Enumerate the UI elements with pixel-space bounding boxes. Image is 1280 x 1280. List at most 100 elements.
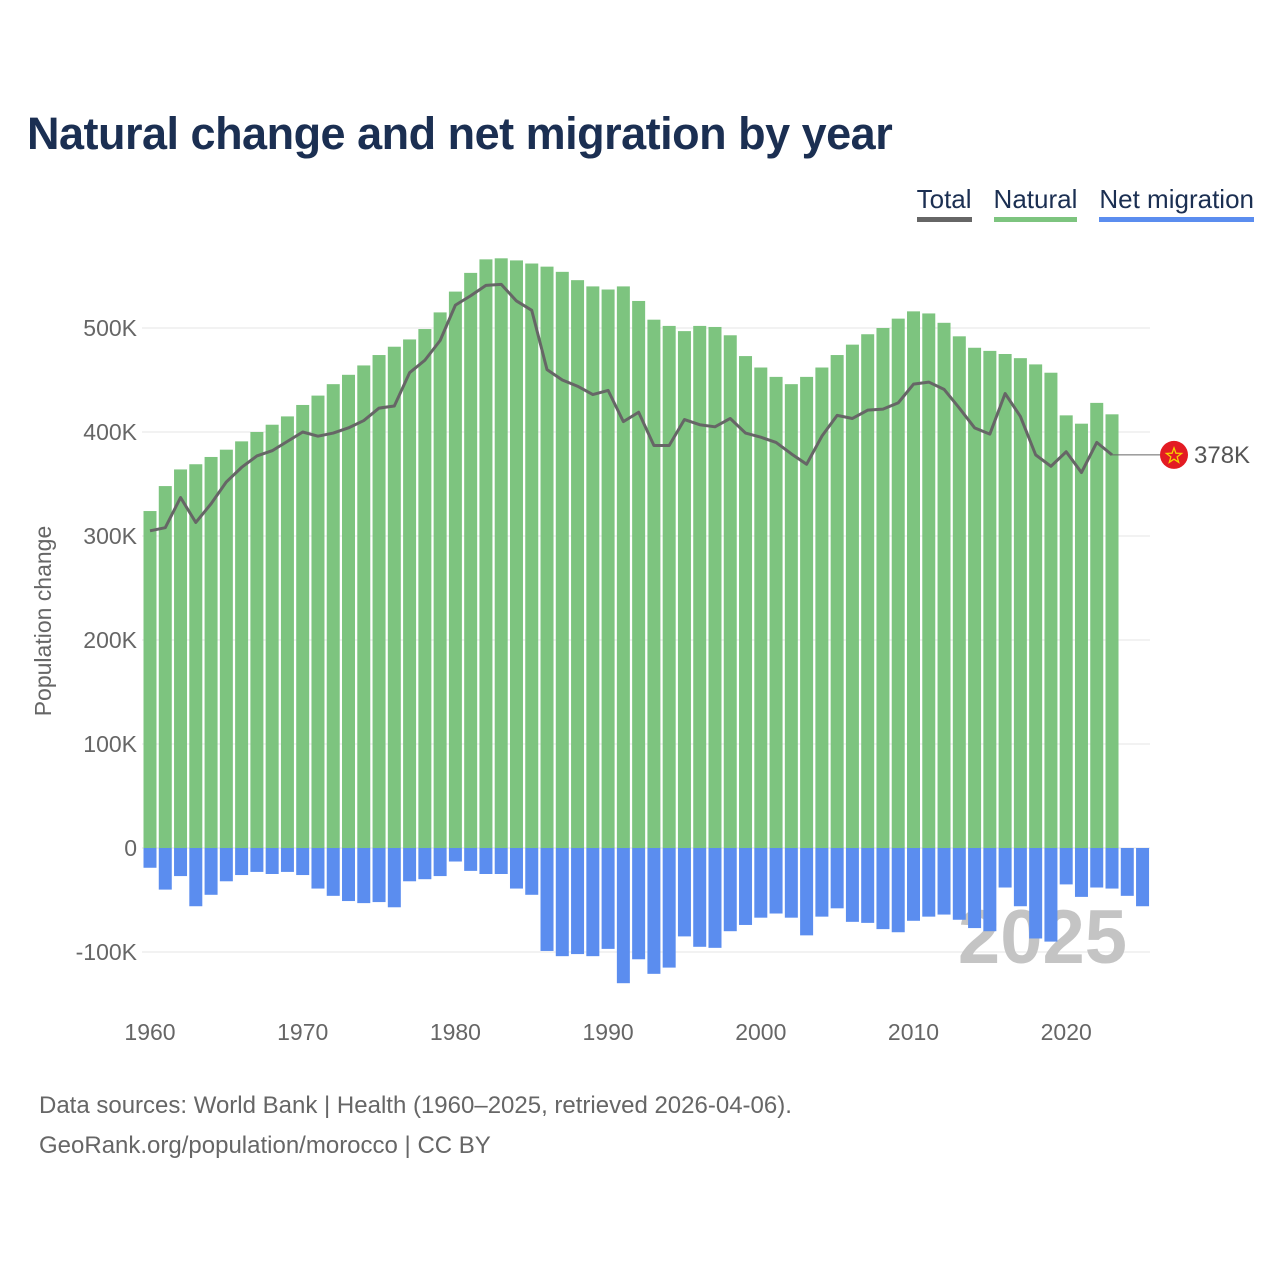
migration-bar[interactable]	[311, 848, 325, 889]
migration-bar[interactable]	[830, 848, 844, 909]
migration-bar[interactable]	[571, 848, 585, 955]
migration-bar[interactable]	[372, 848, 386, 903]
natural-bar[interactable]	[311, 395, 325, 848]
legend-natural[interactable]: Natural	[993, 184, 1078, 222]
natural-bar[interactable]	[509, 260, 523, 848]
migration-bar[interactable]	[693, 848, 707, 947]
migration-bar[interactable]	[647, 848, 661, 974]
migration-bar[interactable]	[494, 848, 508, 874]
migration-bar[interactable]	[479, 848, 493, 874]
natural-bar[interactable]	[403, 339, 417, 848]
natural-bar[interactable]	[845, 344, 859, 848]
natural-bar[interactable]	[754, 367, 768, 848]
natural-bar[interactable]	[1029, 364, 1043, 848]
migration-bar[interactable]	[907, 848, 920, 921]
natural-bar[interactable]	[189, 464, 203, 848]
natural-bar[interactable]	[265, 424, 279, 848]
natural-bar[interactable]	[907, 311, 920, 848]
natural-bar[interactable]	[250, 432, 264, 848]
migration-bar[interactable]	[769, 848, 783, 914]
natural-bar[interactable]	[1090, 402, 1104, 848]
migration-bar[interactable]	[387, 848, 401, 908]
migration-bar[interactable]	[983, 848, 997, 932]
migration-bar[interactable]	[189, 848, 203, 907]
migration-bar[interactable]	[601, 848, 615, 949]
natural-bar[interactable]	[174, 469, 188, 848]
total-line[interactable]	[149, 282, 1113, 533]
natural-bar[interactable]	[769, 376, 783, 848]
migration-bar[interactable]	[540, 848, 554, 951]
footer-link[interactable]: GeoRank.org/population/morocco | CC BY	[39, 1132, 491, 1159]
natural-bar[interactable]	[448, 291, 462, 849]
migration-bar[interactable]	[922, 848, 936, 917]
migration-bar[interactable]	[219, 848, 233, 882]
migration-bar[interactable]	[937, 848, 951, 915]
natural-bar[interactable]	[464, 272, 478, 848]
migration-bar[interactable]	[784, 848, 798, 918]
migration-bar[interactable]	[754, 848, 768, 918]
legend-total[interactable]: Total	[916, 184, 972, 222]
natural-bar[interactable]	[632, 300, 646, 849]
natural-bar[interactable]	[693, 325, 707, 848]
migration-bar[interactable]	[448, 848, 462, 862]
migration-bar[interactable]	[632, 848, 646, 960]
migration-bar[interactable]	[1090, 848, 1104, 888]
legend-net-migration[interactable]: Net migration	[1099, 184, 1254, 222]
migration-bar[interactable]	[174, 848, 188, 877]
natural-bar[interactable]	[739, 356, 753, 848]
natural-bar[interactable]	[677, 331, 691, 848]
natural-bar[interactable]	[998, 354, 1012, 848]
migration-bar[interactable]	[296, 848, 310, 876]
migration-bar[interactable]	[509, 848, 523, 889]
migration-bar[interactable]	[525, 848, 539, 895]
migration-bar[interactable]	[158, 848, 172, 890]
natural-bar[interactable]	[647, 319, 661, 848]
migration-bar[interactable]	[662, 848, 676, 968]
migration-bar[interactable]	[1136, 848, 1150, 907]
natural-bar[interactable]	[342, 374, 356, 848]
migration-bar[interactable]	[433, 848, 447, 877]
migration-bar[interactable]	[357, 848, 371, 904]
migration-bar[interactable]	[280, 848, 294, 872]
natural-bar[interactable]	[372, 355, 386, 848]
migration-bar[interactable]	[555, 848, 569, 957]
natural-bar[interactable]	[861, 334, 875, 848]
natural-bar[interactable]	[662, 325, 676, 848]
migration-bar[interactable]	[1120, 848, 1134, 896]
migration-bar[interactable]	[998, 848, 1012, 888]
migration-bar[interactable]	[677, 848, 691, 937]
natural-bar[interactable]	[616, 286, 630, 848]
migration-bar[interactable]	[1105, 848, 1119, 889]
natural-bar[interactable]	[494, 258, 508, 848]
natural-bar[interactable]	[723, 335, 737, 848]
migration-bar[interactable]	[1013, 848, 1027, 907]
natural-bar[interactable]	[158, 486, 172, 848]
natural-bar[interactable]	[143, 511, 157, 848]
migration-bar[interactable]	[418, 848, 432, 880]
natural-bar[interactable]	[830, 355, 844, 848]
migration-bar[interactable]	[815, 848, 829, 917]
migration-bar[interactable]	[1029, 848, 1043, 939]
migration-bar[interactable]	[464, 848, 478, 871]
migration-bar[interactable]	[403, 848, 417, 882]
migration-bar[interactable]	[616, 848, 630, 984]
natural-bar[interactable]	[540, 266, 554, 848]
natural-bar[interactable]	[235, 441, 249, 848]
natural-bar[interactable]	[387, 346, 401, 848]
natural-bar[interactable]	[479, 259, 493, 848]
natural-bar[interactable]	[555, 271, 569, 849]
natural-bar[interactable]	[204, 456, 218, 848]
migration-bar[interactable]	[250, 848, 264, 872]
natural-bar[interactable]	[937, 322, 951, 848]
migration-bar[interactable]	[845, 848, 859, 922]
migration-bar[interactable]	[968, 848, 982, 929]
natural-bar[interactable]	[357, 365, 371, 848]
natural-bar[interactable]	[601, 289, 615, 848]
migration-bar[interactable]	[342, 848, 356, 902]
migration-bar[interactable]	[1074, 848, 1088, 897]
migration-bar[interactable]	[861, 848, 875, 923]
migration-bar[interactable]	[876, 848, 890, 930]
natural-bar[interactable]	[525, 263, 539, 848]
migration-bar[interactable]	[1059, 848, 1073, 885]
natural-bar[interactable]	[876, 328, 890, 848]
